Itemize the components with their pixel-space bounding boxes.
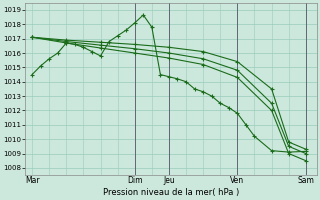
X-axis label: Pression niveau de la mer( hPa ): Pression niveau de la mer( hPa ) xyxy=(103,188,239,197)
